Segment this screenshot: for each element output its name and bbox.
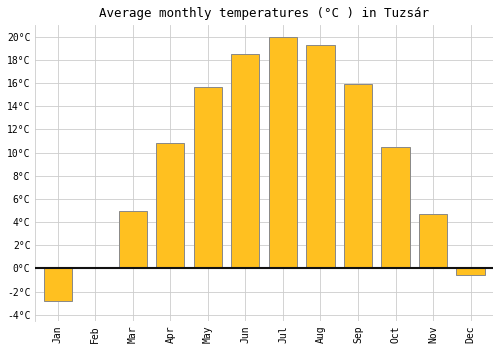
Bar: [419, 214, 447, 268]
Bar: [269, 37, 297, 268]
Bar: [119, 211, 147, 268]
Bar: [456, 268, 484, 275]
Bar: [156, 144, 184, 268]
Bar: [194, 87, 222, 268]
Bar: [82, 267, 110, 268]
Bar: [344, 84, 372, 268]
Bar: [382, 147, 409, 268]
Title: Average monthly temperatures (°C ) in Tuzsár: Average monthly temperatures (°C ) in Tu…: [99, 7, 429, 20]
Bar: [44, 268, 72, 301]
Bar: [232, 54, 260, 268]
Bar: [306, 45, 334, 268]
